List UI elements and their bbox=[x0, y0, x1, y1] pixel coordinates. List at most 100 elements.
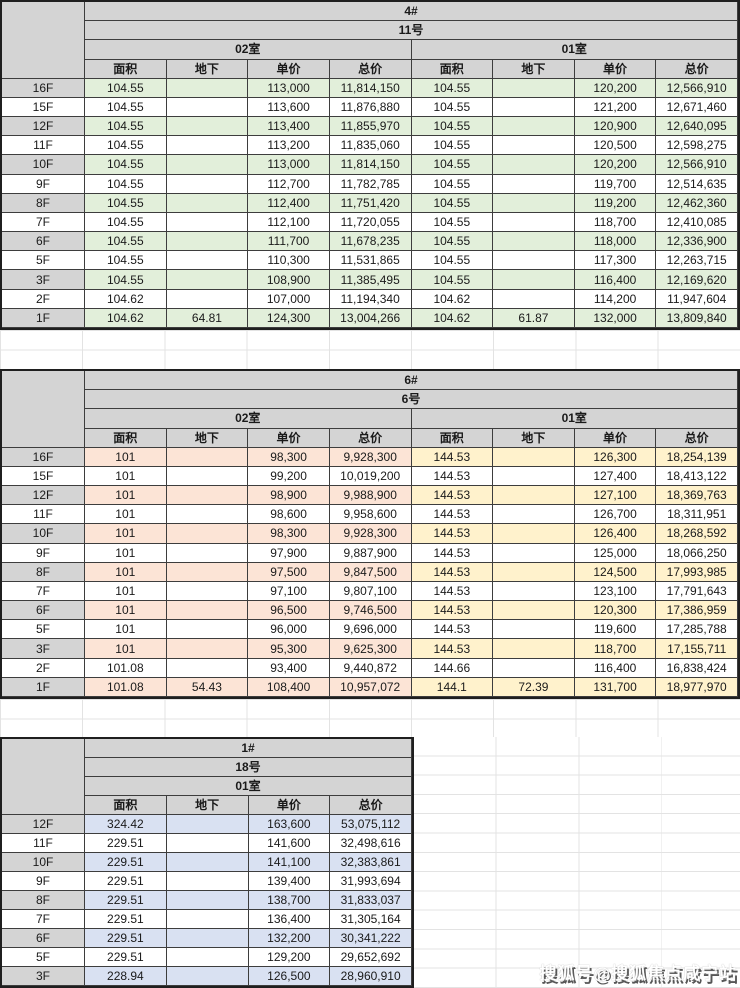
value-cell bbox=[493, 466, 575, 487]
unit-header: 01室 bbox=[85, 777, 412, 796]
floor-label: 9F bbox=[2, 543, 85, 563]
value-cell: 163,600 bbox=[248, 815, 331, 834]
value-cell bbox=[166, 562, 249, 582]
value-cell: 119,600 bbox=[574, 620, 657, 640]
value-cell: 104.55 bbox=[85, 251, 167, 271]
value-cell: 9,746,500 bbox=[329, 601, 412, 621]
watermark-text: 搜狐号@搜狐焦点咸宁站 bbox=[539, 964, 737, 983]
value-cell: 229.51 bbox=[85, 910, 167, 929]
value-cell: 104.55 bbox=[85, 270, 167, 290]
value-cell bbox=[493, 78, 575, 98]
value-cell: 101 bbox=[85, 524, 167, 544]
value-cell bbox=[166, 251, 249, 271]
value-cell: 101 bbox=[85, 562, 167, 582]
floor-label: 8F bbox=[2, 193, 85, 213]
sheet-gridlines-gap-1 bbox=[0, 330, 740, 369]
value-cell bbox=[493, 270, 575, 290]
value-cell: 229.51 bbox=[85, 948, 167, 967]
value-cell: 16,838,424 bbox=[656, 658, 738, 678]
unit-header: 01室 bbox=[411, 409, 738, 429]
value-cell: 121,200 bbox=[574, 97, 657, 118]
floor-label: 12F bbox=[2, 117, 85, 137]
floor-label: 9F bbox=[2, 174, 85, 194]
value-cell: 139,400 bbox=[248, 872, 331, 891]
value-cell: 112,700 bbox=[248, 174, 330, 194]
floor-label: 7F bbox=[2, 581, 85, 602]
value-cell: 132,000 bbox=[574, 308, 657, 328]
value-cell: 101 bbox=[85, 620, 167, 640]
value-cell: 228.94 bbox=[85, 967, 167, 986]
value-cell: 17,386,959 bbox=[656, 601, 738, 621]
value-cell: 144.53 bbox=[411, 447, 494, 467]
value-cell: 324.42 bbox=[85, 815, 167, 834]
value-cell: 18,977,970 bbox=[656, 677, 738, 697]
unit-header: 02室 bbox=[85, 409, 412, 429]
value-cell: 101 bbox=[85, 505, 167, 525]
value-cell: 29,652,692 bbox=[330, 948, 412, 967]
value-cell: 144.1 bbox=[411, 677, 494, 697]
value-cell bbox=[166, 270, 249, 290]
value-cell: 118,700 bbox=[574, 639, 657, 659]
column-header: 地下 bbox=[166, 796, 249, 815]
value-cell: 104.55 bbox=[411, 174, 494, 194]
value-cell: 99,200 bbox=[248, 466, 330, 487]
value-cell: 98,300 bbox=[248, 524, 330, 544]
value-cell bbox=[166, 524, 249, 544]
value-cell: 30,341,222 bbox=[330, 929, 412, 948]
column-header: 单价 bbox=[248, 796, 331, 815]
corner-cell bbox=[2, 739, 85, 815]
value-cell: 120,200 bbox=[574, 78, 657, 98]
value-cell: 144.53 bbox=[411, 639, 494, 659]
column-header: 面积 bbox=[85, 796, 167, 815]
value-cell: 126,700 bbox=[574, 505, 657, 525]
building-header: 1# bbox=[85, 739, 412, 758]
value-cell: 9,696,000 bbox=[329, 620, 412, 640]
value-cell: 11,678,235 bbox=[329, 232, 412, 252]
value-cell bbox=[493, 581, 575, 602]
value-cell: 18,311,951 bbox=[656, 505, 738, 525]
value-cell bbox=[166, 289, 249, 309]
value-cell: 17,285,788 bbox=[656, 620, 738, 640]
value-cell bbox=[166, 212, 249, 233]
floor-label: 2F bbox=[2, 658, 85, 678]
floor-label: 2F bbox=[2, 289, 85, 309]
column-header: 总价 bbox=[330, 796, 412, 815]
value-cell: 116,400 bbox=[574, 658, 657, 678]
value-cell: 126,500 bbox=[248, 967, 331, 986]
value-cell: 118,700 bbox=[574, 212, 657, 233]
value-cell bbox=[493, 117, 575, 137]
value-cell bbox=[493, 562, 575, 582]
value-cell: 104.55 bbox=[85, 136, 167, 156]
value-cell: 101.08 bbox=[85, 658, 167, 678]
value-cell bbox=[166, 872, 249, 891]
building-header: 4# bbox=[85, 2, 738, 22]
floor-label: 8F bbox=[2, 891, 85, 910]
value-cell: 124,300 bbox=[248, 308, 330, 328]
value-cell: 12,336,900 bbox=[656, 232, 738, 252]
value-cell: 31,993,694 bbox=[330, 872, 412, 891]
value-cell: 229.51 bbox=[85, 872, 167, 891]
value-cell: 104.62 bbox=[85, 289, 167, 309]
price-table-building-4: 4# 11号 02室 01室 面积 地下 单价 总价 面积 地下 单价 总价 16F 104.55 113,… bbox=[0, 0, 740, 330]
value-cell bbox=[166, 967, 249, 986]
value-cell bbox=[493, 251, 575, 271]
value-cell bbox=[166, 97, 249, 118]
value-cell: 113,400 bbox=[248, 117, 330, 137]
value-cell: 28,960,910 bbox=[330, 967, 412, 986]
value-cell: 96,500 bbox=[248, 601, 330, 621]
value-cell: 9,847,500 bbox=[329, 562, 412, 582]
value-cell: 12,462,360 bbox=[656, 193, 738, 213]
value-cell: 126,300 bbox=[574, 447, 657, 467]
value-cell: 113,600 bbox=[248, 97, 330, 118]
value-cell bbox=[493, 212, 575, 233]
value-cell bbox=[493, 174, 575, 194]
value-cell bbox=[166, 910, 249, 929]
value-cell: 114,200 bbox=[574, 289, 657, 309]
value-cell bbox=[166, 543, 249, 563]
value-cell: 138,700 bbox=[248, 891, 331, 910]
value-cell: 104.55 bbox=[411, 136, 494, 156]
floor-label: 10F bbox=[2, 853, 85, 872]
floor-label: 5F bbox=[2, 620, 85, 640]
value-cell: 101 bbox=[85, 543, 167, 563]
